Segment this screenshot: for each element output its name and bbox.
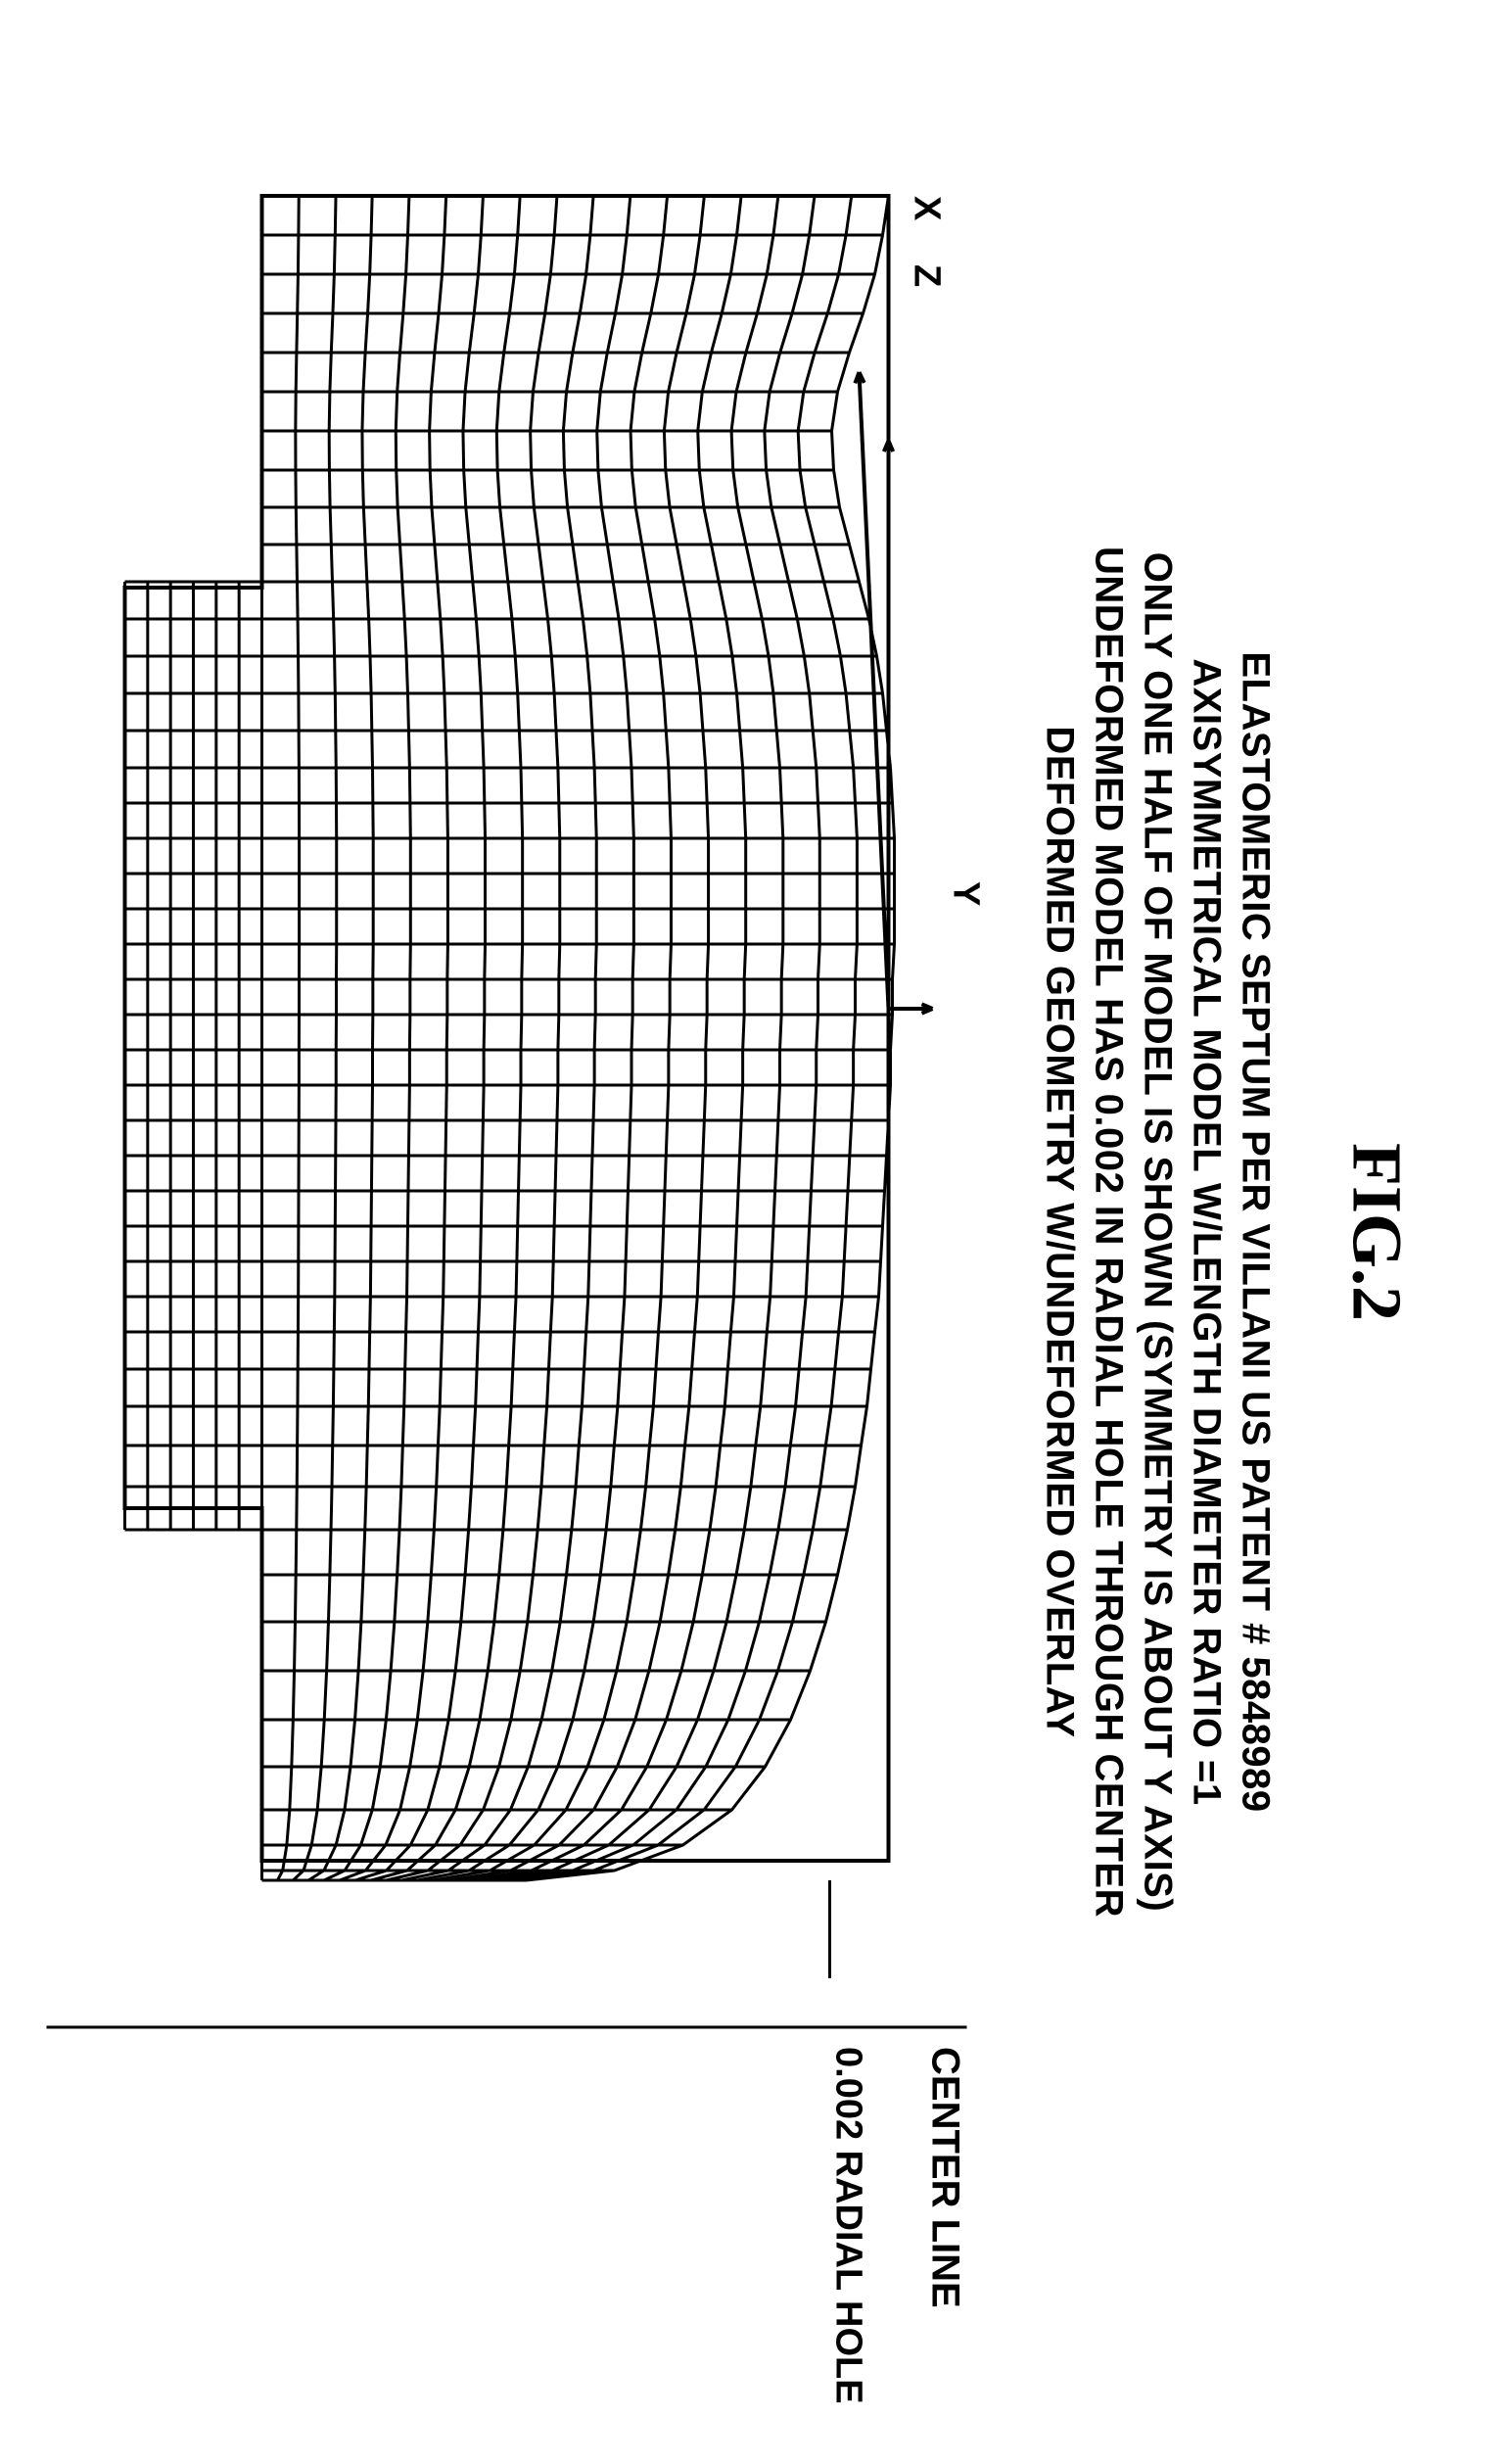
mesh-svg [66, 157, 947, 2017]
mesh-diagram [66, 157, 947, 2017]
rotated-figure-container: FIG.2 ELASTOMERIC SEPTUM PER VILLANI US … [0, 0, 1495, 2464]
caption-line: ELASTOMERIC SEPTUM PER VILLANI US PATENT… [1231, 546, 1280, 1918]
caption-line: UNDEFORMED MODEL HAS 0.002 IN RADIAL HOL… [1084, 546, 1133, 1918]
caption-line: DEFORMED GEOMETRY W/UNDEFORMED OVERLAY [1035, 546, 1084, 1918]
y-axis-label: Y [944, 881, 986, 906]
figure-title: FIG.2 [1335, 1143, 1417, 1321]
center-line-label: CENTER LINE [922, 2047, 966, 2308]
radial-hole-label: 0.002 RADIAL HOLE [826, 2047, 868, 2404]
caption-line: ONLY ONE HALF OF MODEL IS SHOWN (SYMMETR… [1133, 546, 1182, 1918]
caption-block: ELASTOMERIC SEPTUM PER VILLANI US PATENT… [1035, 546, 1280, 1918]
caption-line: AXISYMMETRICAL MODEL W/LENGTH DIAMETER R… [1182, 546, 1231, 1918]
